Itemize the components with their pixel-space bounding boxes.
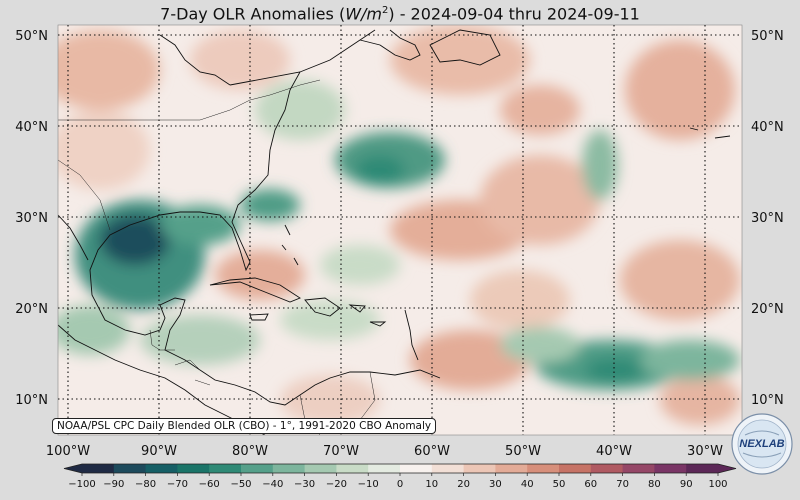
colorbar-segment	[241, 464, 274, 473]
colorbar-tick-labels: −100 −90 −80 −70 −60 −50 −40 −30 −20 −10 0 10 20 30 40…	[68, 473, 728, 490]
svg-text:NEXLAB: NEXLAB	[739, 438, 784, 450]
colorbar-tick-label: −60	[199, 479, 220, 490]
map-title: 7-Day OLR Anomalies (W/m2) - 2024-09-04 …	[160, 4, 640, 24]
lat-labels-right: 50°N 40°N 30°N 20°N 10°N	[751, 29, 784, 408]
lat-label-10n-right: 10°N	[751, 393, 784, 408]
colorbar-tick-label: −70	[167, 479, 188, 490]
colorbar-tick-label: −80	[135, 479, 156, 490]
colorbar-min-extend	[64, 464, 82, 473]
lon-label-40w: 40°W	[596, 444, 632, 459]
colorbar-segment	[82, 464, 115, 473]
colorbar-tick-label: −30	[294, 479, 315, 490]
colorbar	[63, 463, 737, 474]
data-source-note: NOAA/PSL CPC Daily Blended OLR (CBO) - 1…	[52, 418, 437, 434]
lat-label-50n-right: 50°N	[751, 29, 784, 44]
colorbar-segment	[368, 464, 401, 473]
colorbar-segment	[304, 464, 337, 473]
colorbar-tick-label: 20	[457, 479, 470, 490]
colorbar-segment	[336, 464, 369, 473]
lon-labels: 100°W 90°W 80°W 70°W 60°W 50°W 40°W 30°W	[46, 444, 723, 459]
lat-label-30n-right: 30°N	[751, 211, 784, 226]
graticule	[58, 25, 742, 435]
colorbar-segment	[559, 464, 592, 473]
lat-label-40n-right: 40°N	[751, 120, 784, 135]
lat-label-20n: 20°N	[15, 302, 48, 317]
colorbar-segment	[686, 464, 719, 473]
colorbar-segment	[527, 464, 560, 473]
lat-label-50n: 50°N	[15, 29, 48, 44]
lon-label-50w: 50°W	[505, 444, 541, 459]
colorbar-tick-label: 60	[584, 479, 597, 490]
colorbar-segment	[463, 464, 496, 473]
nexlab-logo: NEXLAB	[731, 413, 793, 475]
colorbar-tick-label: −100	[68, 479, 95, 490]
lon-label-30w: 30°W	[687, 444, 723, 459]
lat-labels-left: 50°N 40°N 30°N 20°N 10°N	[15, 29, 48, 408]
colorbar-tick-label: 40	[521, 479, 534, 490]
colorbar-tick-label: −40	[262, 479, 283, 490]
colorbar-tick-label: −50	[230, 479, 251, 490]
colorbar-tick-label: 30	[489, 479, 502, 490]
colorbar-segment	[400, 464, 433, 473]
lat-label-10n: 10°N	[15, 393, 48, 408]
colorbar-tick-label: 10	[425, 479, 438, 490]
colorbar-segment	[209, 464, 242, 473]
lat-label-20n-right: 20°N	[751, 302, 784, 317]
colorbar-segment	[272, 464, 306, 473]
lon-label-90w: 90°W	[141, 444, 177, 459]
lon-label-100w: 100°W	[46, 444, 90, 459]
lon-label-60w: 60°W	[414, 444, 450, 459]
colorbar-segment	[654, 464, 687, 473]
colorbar-tick-label: 100	[708, 479, 727, 490]
colorbar-tick-label: 90	[680, 479, 693, 490]
colorbar-tick-label: 70	[616, 479, 629, 490]
lat-label-40n: 40°N	[15, 120, 48, 135]
colorbar-tick-label: 80	[648, 479, 661, 490]
coastlines	[58, 29, 731, 435]
lon-label-70w: 70°W	[323, 444, 359, 459]
colorbar-tick-label: −90	[103, 479, 124, 490]
lat-label-30n: 30°N	[15, 211, 48, 226]
colorbar-segment	[622, 464, 655, 473]
colorbar-tick-label: 50	[553, 479, 566, 490]
colorbar-max-extend	[718, 464, 736, 473]
lon-label-80w: 80°W	[232, 444, 268, 459]
map-area	[58, 25, 742, 435]
colorbar-tick-label: −10	[358, 479, 379, 490]
colorbar-segment	[495, 464, 528, 473]
colorbar-segment	[113, 464, 147, 473]
colorbar-tick-label: 0	[397, 479, 403, 490]
colorbar-segment	[590, 464, 624, 473]
colorbar-segment	[145, 464, 178, 473]
colorbar-tick-label: −20	[326, 479, 347, 490]
colorbar-segment	[431, 464, 465, 473]
colorbar-segment	[177, 464, 210, 473]
